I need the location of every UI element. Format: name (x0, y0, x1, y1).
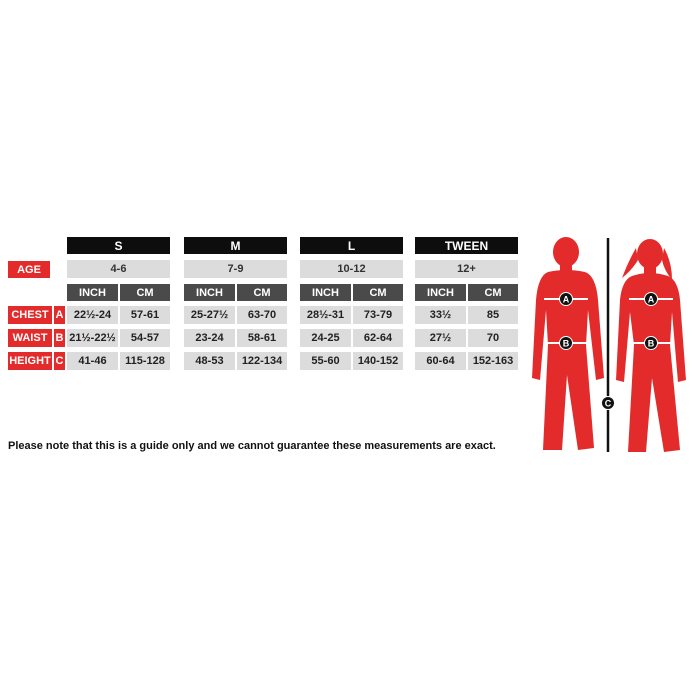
boy-silhouette (532, 237, 604, 450)
size-header: S (67, 237, 170, 254)
waist-cm-value: 62-64 (353, 329, 403, 347)
age-value: 12+ (415, 260, 518, 278)
height-inch-value: 60-64 (415, 352, 466, 370)
age-label: AGE (8, 261, 50, 278)
chest-inch-value: 25-27½ (184, 306, 235, 324)
unit-cm-header: CM (120, 284, 170, 301)
marker-circle (559, 336, 573, 350)
waist-inch-value: 27½ (415, 329, 466, 347)
unit-cm-header: CM (353, 284, 403, 301)
height-label: HEIGHT (8, 352, 52, 370)
chest-cm-value: 63-70 (237, 306, 287, 324)
chest-cm-value: 73-79 (353, 306, 403, 324)
waist-cm-value: 70 (468, 329, 518, 347)
size-header: TWEEN (415, 237, 518, 254)
chest-letter-badge: A (54, 306, 65, 324)
unit-inch-header: INCH (184, 284, 235, 301)
chest-cm-value: 85 (468, 306, 518, 324)
height-inch-value: 48-53 (184, 352, 235, 370)
waist-inch-value: 21½-22½ (67, 329, 118, 347)
chest-label: CHEST (8, 306, 52, 324)
chest-inch-value: 22½-24 (67, 306, 118, 324)
height-inch-value: 55-60 (300, 352, 351, 370)
waist-label: WAIST (8, 329, 52, 347)
marker-letter: B (648, 339, 655, 349)
girl-silhouette (616, 239, 686, 452)
height-cm-value: 152-163 (468, 352, 518, 370)
height-inch-value: 41-46 (67, 352, 118, 370)
marker-letter: A (563, 295, 570, 305)
unit-cm-header: CM (468, 284, 518, 301)
marker-circle (601, 396, 615, 410)
waist-inch-value: 24-25 (300, 329, 351, 347)
height-letter-badge: C (54, 352, 65, 370)
marker-circle (644, 336, 658, 350)
marker-circle (644, 292, 658, 306)
waist-letter-badge: B (54, 329, 65, 347)
age-value: 10-12 (300, 260, 403, 278)
height-cm-value: 115-128 (120, 352, 170, 370)
marker-letter: A (648, 295, 655, 305)
chest-cm-value: 57-61 (120, 306, 170, 324)
disclaimer-note: Please note that this is a guide only an… (8, 440, 496, 452)
unit-inch-header: INCH (415, 284, 466, 301)
size-header: L (300, 237, 403, 254)
marker-letter: B (563, 339, 570, 349)
height-cm-value: 140-152 (353, 352, 403, 370)
unit-inch-header: INCH (67, 284, 118, 301)
waist-inch-value: 23-24 (184, 329, 235, 347)
marker-letter: C (605, 399, 612, 409)
unit-cm-header: CM (237, 284, 287, 301)
height-cm-value: 122-134 (237, 352, 287, 370)
chest-inch-value: 28½-31 (300, 306, 351, 324)
marker-circle (559, 292, 573, 306)
chest-inch-value: 33½ (415, 306, 466, 324)
age-value: 4-6 (67, 260, 170, 278)
size-header: M (184, 237, 287, 254)
waist-cm-value: 54-57 (120, 329, 170, 347)
age-value: 7-9 (184, 260, 287, 278)
unit-inch-header: INCH (300, 284, 351, 301)
waist-cm-value: 58-61 (237, 329, 287, 347)
